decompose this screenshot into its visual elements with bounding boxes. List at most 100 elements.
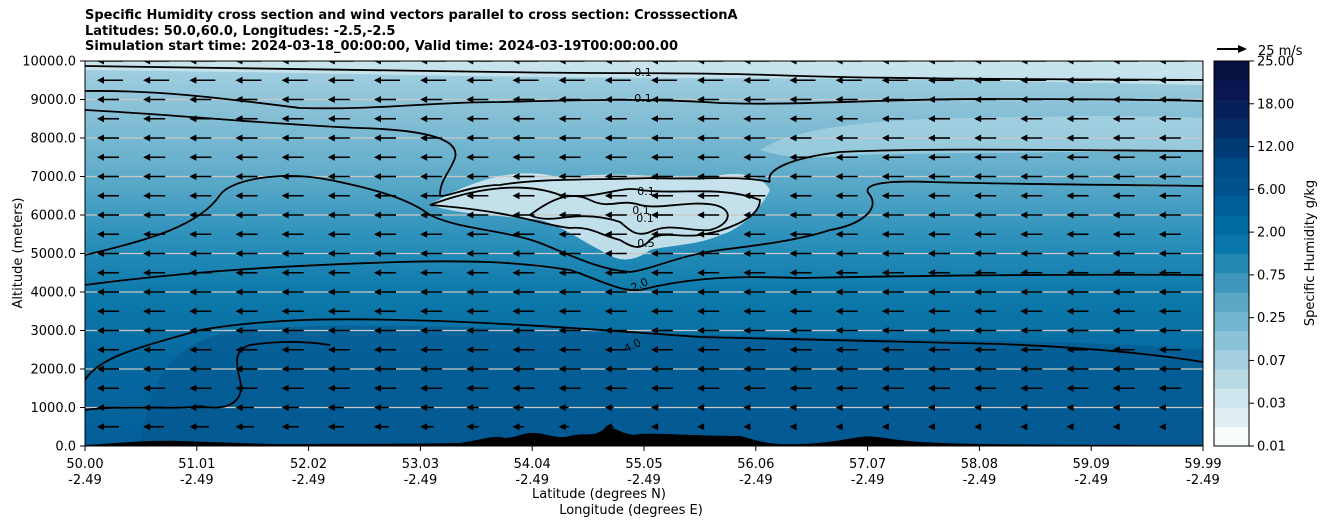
wind-vector (1066, 61, 1093, 65)
wind-vector (697, 269, 720, 277)
wind-vector (235, 307, 258, 315)
wind-vector (420, 134, 443, 142)
wind-vector (651, 423, 659, 431)
wind-vector-head (1020, 76, 1028, 84)
wind-vector (558, 192, 581, 200)
wind-vector (651, 327, 673, 334)
colorbar-tick-label: 25.00 (1257, 55, 1294, 70)
wind-vector (327, 115, 350, 123)
wind-vector-head (604, 307, 612, 315)
wind-vector (651, 134, 673, 142)
wind-vector (1020, 423, 1028, 431)
wind-vector (1020, 96, 1043, 103)
wind-vector-head (1158, 96, 1166, 103)
wind-vector (928, 192, 950, 200)
wind-vector (1066, 384, 1089, 392)
wind-vector-head (881, 153, 889, 161)
wind-vector-head (374, 288, 381, 296)
wind-vector-head (466, 250, 474, 257)
wind-vector-head (743, 327, 751, 334)
wind-vector (697, 173, 720, 180)
vector-key-arrowhead (1238, 45, 1247, 53)
wind-vector (189, 192, 212, 200)
wind-vector (143, 250, 166, 257)
wind-vector (835, 384, 858, 392)
wind-vector-head (1112, 250, 1120, 257)
wind-vector (558, 173, 581, 180)
wind-vector (697, 288, 720, 296)
colorbar-band (1214, 388, 1249, 408)
wind-vector (327, 307, 350, 315)
wind-vector (466, 211, 489, 219)
wind-vector (281, 76, 308, 84)
wind-vector (189, 327, 212, 334)
wind-vector (374, 327, 396, 334)
wind-vector (189, 346, 212, 354)
wind-vector (974, 230, 997, 238)
wind-vector (974, 134, 997, 142)
wind-vector-head (374, 384, 381, 392)
wind-vector (327, 211, 350, 219)
wind-vector (743, 346, 766, 354)
wind-vector-head (835, 192, 843, 200)
wind-vector (466, 192, 489, 200)
wind-vector (789, 96, 812, 103)
wind-vector-head (974, 288, 982, 296)
wind-vector (97, 327, 119, 334)
wind-vector (97, 153, 119, 161)
wind-vector (466, 153, 489, 161)
wind-vector (466, 327, 489, 334)
wind-vector (743, 96, 766, 103)
wind-vector-head (235, 173, 243, 180)
wind-vector (789, 230, 812, 238)
wind-vector-head (789, 76, 797, 84)
wind-vector-head (928, 115, 935, 123)
wind-vector (928, 327, 950, 334)
wind-vector (327, 173, 350, 180)
wind-vector-head (604, 327, 612, 334)
wind-vector (466, 134, 489, 142)
wind-vector-head (651, 307, 658, 315)
wind-vector-head (1158, 307, 1166, 315)
wind-vector (697, 61, 724, 65)
wind-vector (374, 61, 400, 65)
wind-vector (1112, 346, 1135, 354)
wind-vector-head (327, 288, 335, 296)
wind-vector-head (281, 404, 289, 411)
wind-vector (743, 76, 770, 84)
wind-vector-head (835, 404, 843, 411)
wind-vector-head (143, 346, 151, 354)
wind-vector-head (374, 404, 381, 411)
wind-vector (97, 288, 119, 296)
colorbar-band (1214, 330, 1249, 351)
wind-vector-head (697, 76, 705, 84)
wind-vector-head (789, 211, 797, 219)
wind-vector (835, 423, 843, 431)
wind-vector-head (974, 346, 982, 354)
wind-vector (97, 250, 119, 257)
wind-vector (512, 307, 535, 315)
wind-vector-head (374, 173, 381, 180)
wind-vector-head (928, 230, 935, 238)
wind-vector-head (1112, 134, 1120, 142)
wind-vector (558, 250, 581, 257)
wind-vector-head (789, 404, 797, 411)
wind-vector-head (1020, 96, 1028, 103)
wind-vector (604, 288, 627, 296)
wind-vector (651, 76, 677, 84)
wind-vector-head (1020, 173, 1028, 180)
wind-vector-head (143, 115, 151, 123)
wind-vector-head (604, 384, 612, 392)
wind-vector-head (420, 307, 428, 315)
x-tick-label-lon: -2.49 (515, 473, 549, 488)
wind-vector (1066, 115, 1089, 123)
wind-vector-head (281, 288, 289, 296)
wind-vector (1158, 96, 1181, 103)
wind-vector (881, 230, 904, 238)
wind-vector-head (1112, 404, 1120, 411)
wind-vector-head (1066, 307, 1074, 315)
colorbar: 0.01 0.03 0.07 0.25 0.75 2.00 6.00 12.00 18.00 25… (1213, 55, 1294, 455)
wind-vector (420, 250, 443, 257)
wind-vector (1066, 192, 1089, 200)
wind-vector (1112, 61, 1139, 65)
